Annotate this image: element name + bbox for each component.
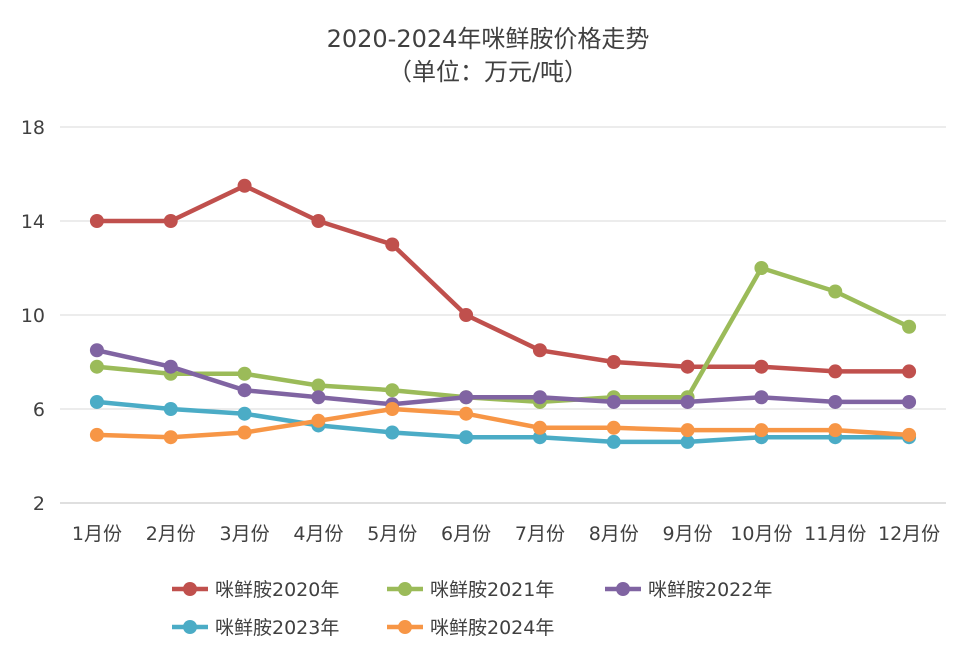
x-tick-label: 10月份 — [730, 523, 792, 545]
data-point — [828, 394, 843, 409]
data-point — [828, 364, 843, 379]
data-point — [606, 355, 621, 369]
data-point — [311, 378, 326, 393]
x-tick-label: 3月份 — [220, 523, 270, 545]
series-line — [94, 348, 912, 407]
data-point — [606, 420, 621, 435]
series-1 — [89, 178, 917, 379]
series-5 — [89, 402, 917, 445]
data-point — [163, 402, 178, 416]
data-point — [532, 390, 547, 405]
data-point — [385, 383, 400, 398]
legend-label: 咪鲜胺2022年 — [648, 579, 772, 601]
series-line — [94, 399, 912, 445]
data-point — [89, 359, 104, 374]
data-point — [237, 425, 252, 440]
data-point — [606, 394, 621, 409]
data-point — [163, 359, 178, 374]
y-tick-label: 14 — [21, 211, 45, 233]
y-tick-label: 10 — [21, 305, 45, 327]
data-point — [459, 390, 474, 405]
y-axis-ticks: 2 6 10 14 18 — [21, 117, 45, 515]
x-tick-label: 6月份 — [441, 523, 491, 545]
data-point — [237, 178, 252, 193]
data-point — [311, 214, 326, 228]
data-point — [754, 423, 769, 438]
x-tick-label: 7月份 — [515, 523, 565, 545]
data-point — [163, 430, 178, 445]
data-point — [828, 423, 843, 438]
chart-subtitle: （单位：万元/吨） — [388, 58, 588, 86]
legend-item: 咪鲜胺2023年 — [172, 617, 339, 639]
data-point — [754, 390, 769, 405]
data-point — [89, 214, 104, 228]
y-tick-label: 18 — [21, 117, 45, 139]
legend-label: 咪鲜胺2021年 — [430, 579, 554, 601]
legend-swatch-marker — [398, 620, 412, 634]
data-point — [89, 343, 104, 358]
data-point — [606, 434, 621, 449]
series-group — [89, 178, 917, 449]
y-tick-label: 6 — [33, 399, 45, 421]
legend-swatch-marker — [183, 620, 197, 634]
data-point — [163, 214, 178, 228]
legend-item: 咪鲜胺2024年 — [387, 617, 554, 639]
series-line — [94, 183, 912, 374]
data-point — [385, 237, 400, 252]
data-point — [680, 434, 695, 449]
data-point — [311, 390, 326, 405]
data-point — [680, 423, 695, 438]
legend-item: 咪鲜胺2022年 — [605, 579, 772, 601]
data-point — [902, 427, 917, 442]
x-tick-label: 12月份 — [878, 523, 940, 545]
data-point — [902, 364, 917, 379]
legend-swatch-marker — [398, 582, 412, 596]
data-point — [89, 427, 104, 442]
data-point — [237, 383, 252, 398]
x-tick-label: 11月份 — [804, 523, 866, 545]
legend-label: 咪鲜胺2023年 — [215, 617, 339, 639]
data-point — [311, 413, 326, 428]
gridlines — [60, 126, 946, 504]
data-point — [459, 308, 474, 322]
data-point — [680, 359, 695, 374]
data-point — [459, 430, 474, 445]
legend-label: 咪鲜胺2024年 — [430, 617, 554, 639]
series-line — [94, 406, 912, 440]
data-point — [385, 425, 400, 440]
legend-item: 咪鲜胺2020年 — [172, 579, 339, 601]
data-point — [459, 406, 474, 421]
x-tick-label: 1月份 — [72, 523, 122, 545]
legend-swatch-marker — [183, 582, 197, 596]
series-line — [94, 265, 912, 405]
legend-label: 咪鲜胺2020年 — [215, 579, 339, 601]
data-point — [828, 284, 843, 299]
data-point — [902, 319, 917, 334]
data-point — [680, 394, 695, 409]
data-point — [532, 420, 547, 435]
legend-item: 咪鲜胺2021年 — [387, 579, 554, 601]
x-tick-label: 9月份 — [663, 523, 713, 545]
data-point — [902, 394, 917, 409]
data-point — [385, 402, 400, 416]
data-point — [532, 343, 547, 358]
x-axis-ticks: 1月份 2月份 3月份 4月份 5月份 6月份 7月份 8月份 9月份 10月份 11月份 12月份 — [72, 523, 940, 545]
y-tick-label: 2 — [33, 493, 45, 515]
x-tick-label: 5月份 — [367, 523, 417, 545]
data-point — [89, 394, 104, 409]
data-point — [754, 261, 769, 275]
data-point — [237, 366, 252, 381]
legend-swatch-marker — [616, 582, 630, 596]
data-point — [237, 406, 252, 421]
data-point — [754, 359, 769, 374]
chart-title: 2020-2024年咪鲜胺价格走势 — [327, 25, 650, 53]
x-tick-label: 4月份 — [293, 523, 343, 545]
x-tick-label: 8月份 — [589, 523, 639, 545]
x-tick-label: 2月份 — [146, 523, 196, 545]
